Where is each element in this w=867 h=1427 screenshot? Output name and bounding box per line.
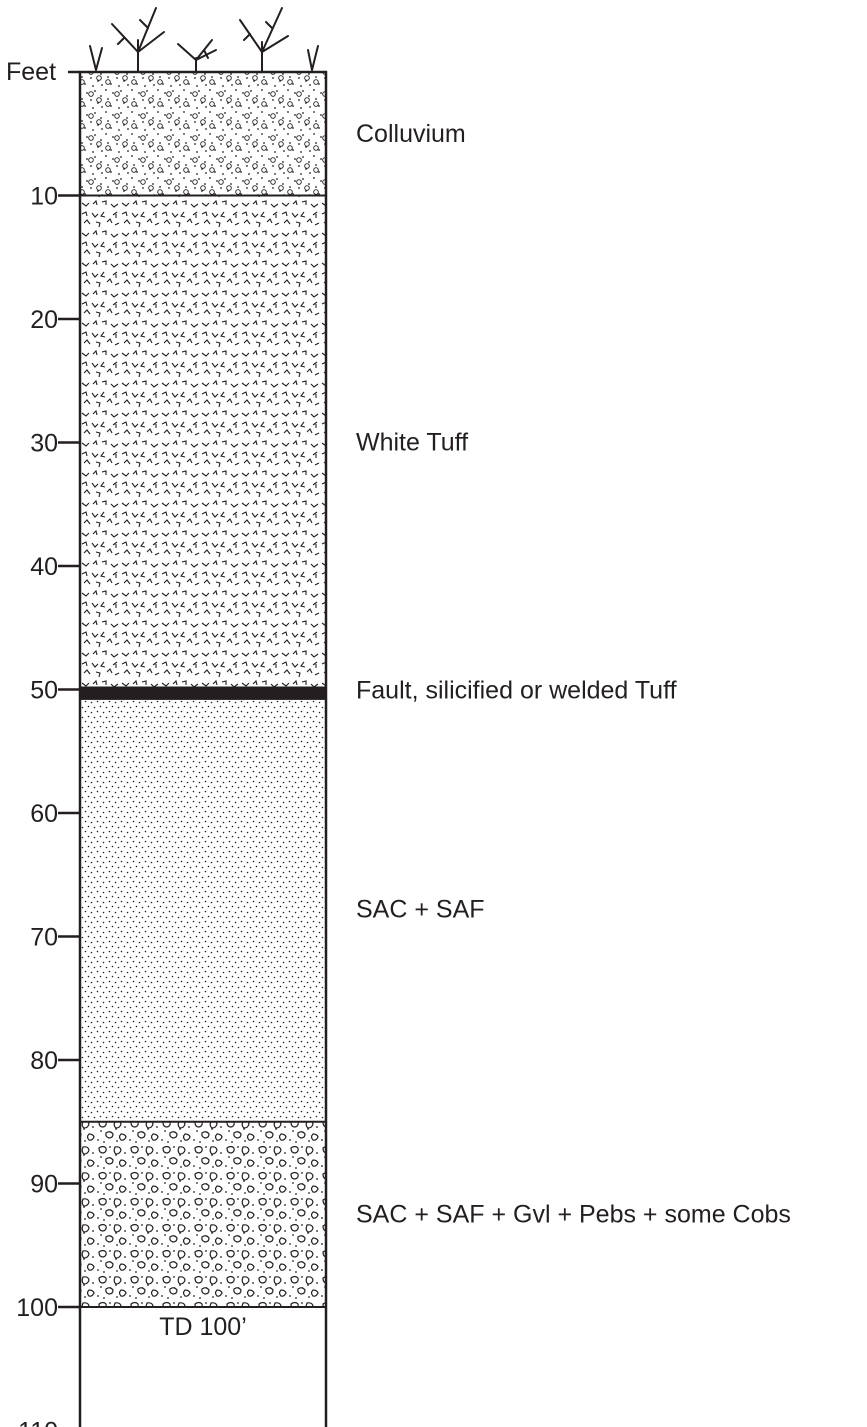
depth-tick-label-110: 110	[18, 1418, 58, 1427]
layer-label-sac-saf-gvl: SAC + SAF + Gvl + Pebs + some Cobs	[356, 1200, 791, 1228]
total-depth-label: TD 100’	[159, 1313, 247, 1341]
vegetation-tufts-icon	[89, 7, 319, 73]
layer-fills	[80, 72, 326, 1307]
depth-tick-label-70: 70	[30, 924, 58, 952]
layer-boundaries	[80, 194, 326, 1308]
depth-unit-label: Feet	[6, 58, 56, 86]
depth-tick-label-60: 60	[30, 800, 58, 828]
surface-vegetation	[89, 7, 319, 73]
layer-labels: Colluvium White Tuff Fault, silicified or …	[356, 120, 791, 1229]
depth-axis: Feet 10 20 30 40 50 60 70 80 90 100 110	[6, 58, 80, 1427]
layer-colluvium	[80, 72, 326, 196]
depth-tick-label-20: 20	[30, 306, 58, 334]
layer-label-fault: Fault, silicified or welded Tuff	[356, 677, 677, 705]
log-column-outline	[78, 70, 328, 1427]
layer-white-tuff	[80, 195, 326, 690]
depth-tick-label-50: 50	[30, 677, 58, 705]
layer-label-sac-saf: SAC + SAF	[356, 895, 485, 923]
depth-tick-label-10: 10	[30, 183, 58, 211]
layer-label-white-tuff: White Tuff	[356, 429, 468, 457]
layer-sac-saf-gvl	[80, 1121, 326, 1307]
layer-label-colluvium: Colluvium	[356, 120, 466, 148]
depth-tick-label-90: 90	[30, 1171, 58, 1199]
depth-tick-label-30: 30	[30, 430, 58, 458]
layer-sac-saf	[80, 696, 326, 1122]
depth-tick-label-100: 100	[16, 1294, 58, 1322]
depth-tick-label-40: 40	[30, 553, 58, 581]
depth-tick-label-80: 80	[30, 1047, 58, 1075]
